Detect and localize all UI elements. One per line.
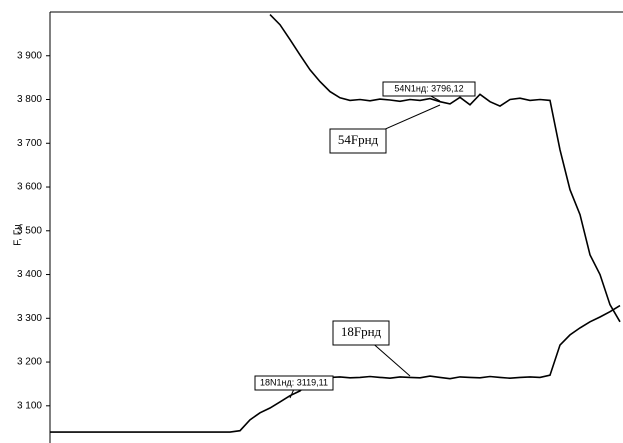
y-tick-label: 3 100 xyxy=(17,400,42,411)
series-line xyxy=(269,14,621,323)
series-line xyxy=(50,304,621,433)
annotation-box xyxy=(254,375,334,391)
y-tick-label: 3 900 xyxy=(17,50,42,61)
y-tick-label: 3 600 xyxy=(17,182,42,193)
annotation: 54N1нд: 3796,12 xyxy=(394,83,463,93)
y-tick-label: 3 400 xyxy=(17,269,42,280)
series-label: 18Fрнд xyxy=(341,324,382,339)
y-tick-label: 3 200 xyxy=(17,357,42,368)
y-axis-label: F, Гц xyxy=(13,224,24,246)
annotation-box xyxy=(382,81,476,97)
y-tick-label: 3 500 xyxy=(17,225,42,236)
series-label-box xyxy=(332,320,390,346)
annotation: 18N1нд: 3119,11 xyxy=(260,377,328,387)
y-tick-label: 3 300 xyxy=(17,313,42,324)
y-tick-label: 3 800 xyxy=(17,94,42,105)
series-label: 54Fрнд xyxy=(338,132,379,147)
y-tick-label: 3 700 xyxy=(17,138,42,149)
series-label-box xyxy=(329,128,387,154)
